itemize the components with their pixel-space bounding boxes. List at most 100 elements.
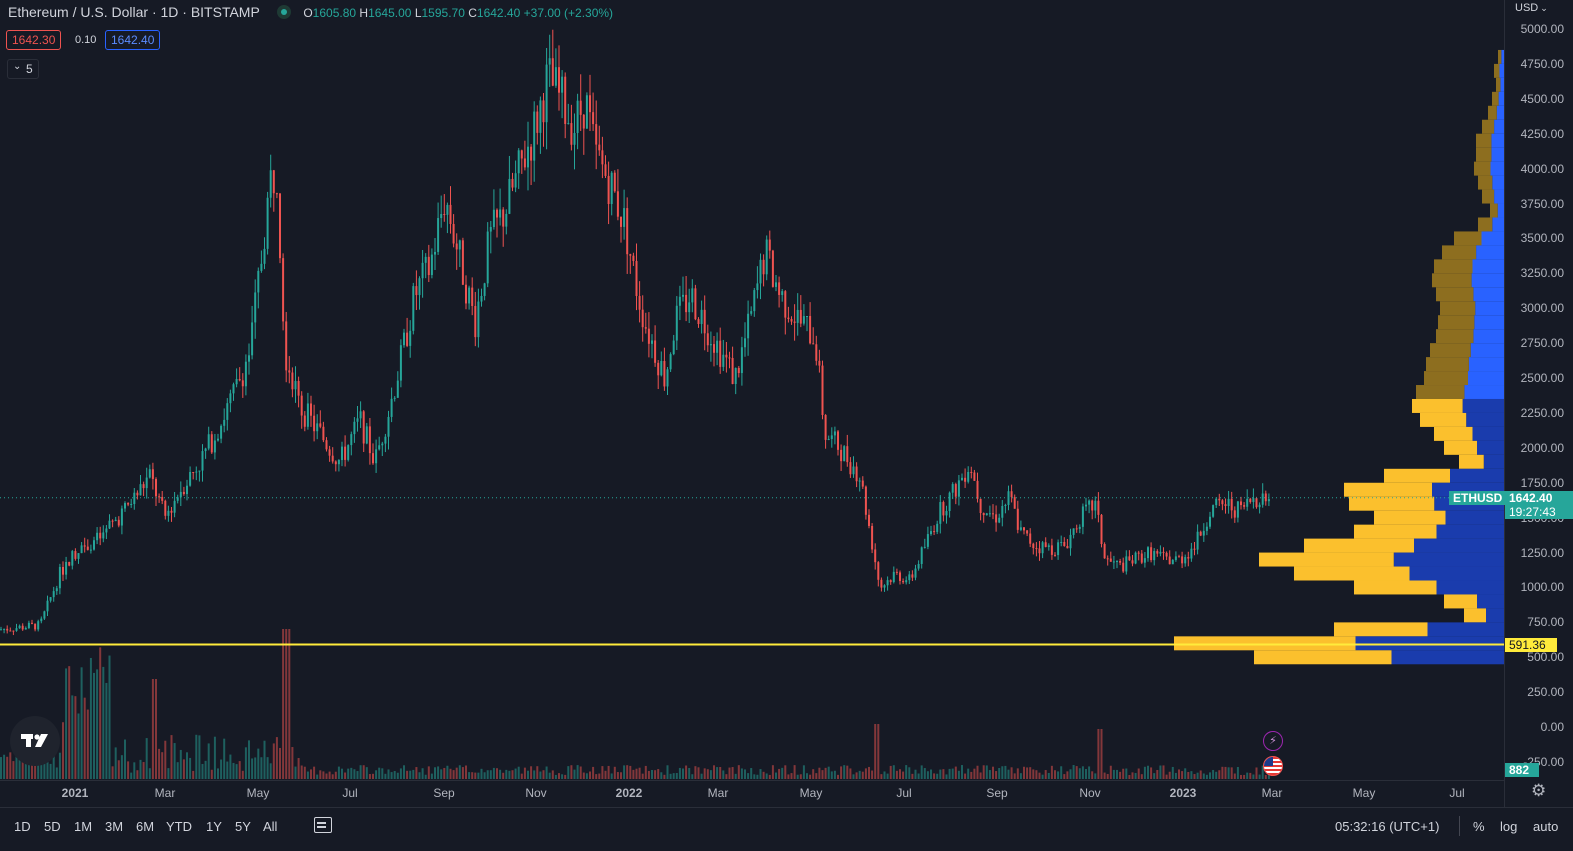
lightning-icon[interactable]: ⚡ — [1263, 731, 1283, 751]
candle — [1004, 503, 1007, 514]
volume-bar — [1085, 769, 1087, 779]
volume-profile-up-bar — [1476, 245, 1504, 260]
candle-body — [527, 146, 529, 168]
candle-body — [1109, 558, 1112, 562]
candle-body — [1085, 504, 1087, 507]
candle — [954, 482, 957, 505]
candle — [657, 360, 660, 390]
candle-body — [672, 340, 675, 355]
candle-body — [89, 549, 92, 551]
candle — [99, 526, 102, 546]
candle — [151, 462, 154, 490]
candle — [310, 395, 312, 427]
volume-bar — [465, 765, 467, 779]
candle-body — [802, 316, 805, 324]
candle — [1199, 530, 1202, 537]
symbol-title[interactable]: Ethereum / U.S. Dollar · 1D · BITSTAMP — [8, 4, 260, 20]
candle — [666, 366, 669, 396]
time-axis[interactable]: 2021 Mar May Jul Sep Nov 2022 Mar May Jul Sep Nov 20… — [0, 780, 1504, 808]
range-button-1d[interactable]: 1D — [14, 819, 31, 834]
volume-bar — [716, 767, 719, 779]
volume-profile-up-bar — [1427, 622, 1504, 637]
calendar-range-icon[interactable] — [314, 817, 332, 833]
chart-pane[interactable]: Ethereum / U.S. Dollar · 1D · BITSTAMP O… — [0, 0, 1504, 807]
currency-select[interactable]: USD ⌄ — [1515, 2, 1548, 14]
candle — [868, 509, 870, 529]
range-button-6m[interactable]: 6M — [136, 819, 155, 834]
candle — [213, 433, 216, 460]
volume-bar — [623, 765, 626, 779]
candle — [254, 279, 257, 339]
candle-body — [142, 484, 145, 489]
price-chart[interactable] — [0, 0, 1504, 780]
candle-body — [9, 630, 12, 632]
candle-body — [148, 469, 151, 478]
candle-body — [1168, 556, 1171, 565]
candle — [120, 505, 123, 535]
candle — [716, 332, 719, 366]
tradingview-logo-icon[interactable] — [10, 716, 60, 766]
candle — [1050, 538, 1053, 560]
log-scale-button[interactable]: log — [1500, 819, 1518, 834]
volume-bar — [303, 766, 306, 779]
candle-body — [164, 500, 167, 516]
candle-body — [961, 477, 963, 481]
range-button-ytd[interactable]: YTD — [166, 819, 192, 834]
volume-bar — [486, 770, 489, 779]
range-button-1m[interactable]: 1M — [74, 819, 93, 834]
time-tick: Jul — [896, 786, 912, 800]
candle — [1078, 524, 1081, 534]
candle-body — [1116, 560, 1118, 562]
volume-bar — [1088, 766, 1091, 779]
candle-body — [570, 123, 573, 145]
range-button-3m[interactable]: 3M — [105, 819, 124, 834]
candle-body — [372, 453, 374, 464]
candle-body — [229, 393, 232, 404]
volume-bar — [589, 771, 591, 779]
candle — [71, 549, 74, 570]
candle-body — [3, 628, 6, 630]
indicators-toggle-button[interactable]: ⌄ 5 — [7, 59, 39, 79]
candlesticks[interactable] — [0, 29, 1270, 636]
clock-time[interactable]: 05:32:16 (UTC+1) — [1335, 819, 1440, 834]
volume-bar — [263, 740, 266, 779]
volume-profile-down-bar — [1444, 594, 1477, 609]
candle-body — [740, 347, 743, 374]
buy-button[interactable]: 1642.40 — [105, 30, 161, 50]
gear-icon[interactable]: ⚙ — [1531, 781, 1547, 800]
candle-body — [399, 345, 402, 381]
low-value: 1595.70 — [421, 6, 465, 20]
candle-body — [102, 532, 105, 539]
us-flag-icon[interactable] — [1263, 756, 1283, 776]
range-button-1y[interactable]: 1Y — [206, 819, 222, 834]
range-button-5d[interactable]: 5D — [44, 819, 61, 834]
candle-body — [641, 309, 644, 328]
volume-bar — [37, 754, 40, 779]
candle — [350, 431, 353, 456]
sell-button[interactable]: 1642.30 — [6, 30, 62, 50]
range-button-all[interactable]: All — [263, 819, 278, 834]
candle-body — [1221, 500, 1224, 505]
spread-value: 0.10 — [75, 34, 97, 46]
candle — [446, 202, 449, 234]
candle — [1255, 496, 1258, 509]
time-tick: Nov — [525, 786, 547, 800]
candle-body — [207, 434, 210, 449]
volume-bar — [1196, 772, 1199, 779]
volume-bar — [895, 770, 898, 779]
candle — [105, 525, 108, 540]
candle — [905, 576, 908, 585]
percent-scale-button[interactable]: % — [1473, 819, 1485, 834]
candle — [341, 441, 343, 467]
volume-profile-up-bar — [1490, 161, 1504, 176]
candle — [616, 169, 619, 221]
volume-bar — [499, 769, 502, 779]
candle — [40, 616, 43, 624]
candle-body — [241, 380, 244, 387]
price-axis[interactable]: USD ⌄ 5000.00 4750.00 4500.00 4250.00 4000.00… — [1449, 0, 1573, 807]
volume-bar — [1032, 769, 1035, 779]
range-button-5y[interactable]: 5Y — [235, 819, 251, 834]
candle — [1147, 546, 1149, 562]
auto-scale-button[interactable]: auto — [1533, 819, 1559, 834]
candle-body — [998, 517, 1001, 523]
